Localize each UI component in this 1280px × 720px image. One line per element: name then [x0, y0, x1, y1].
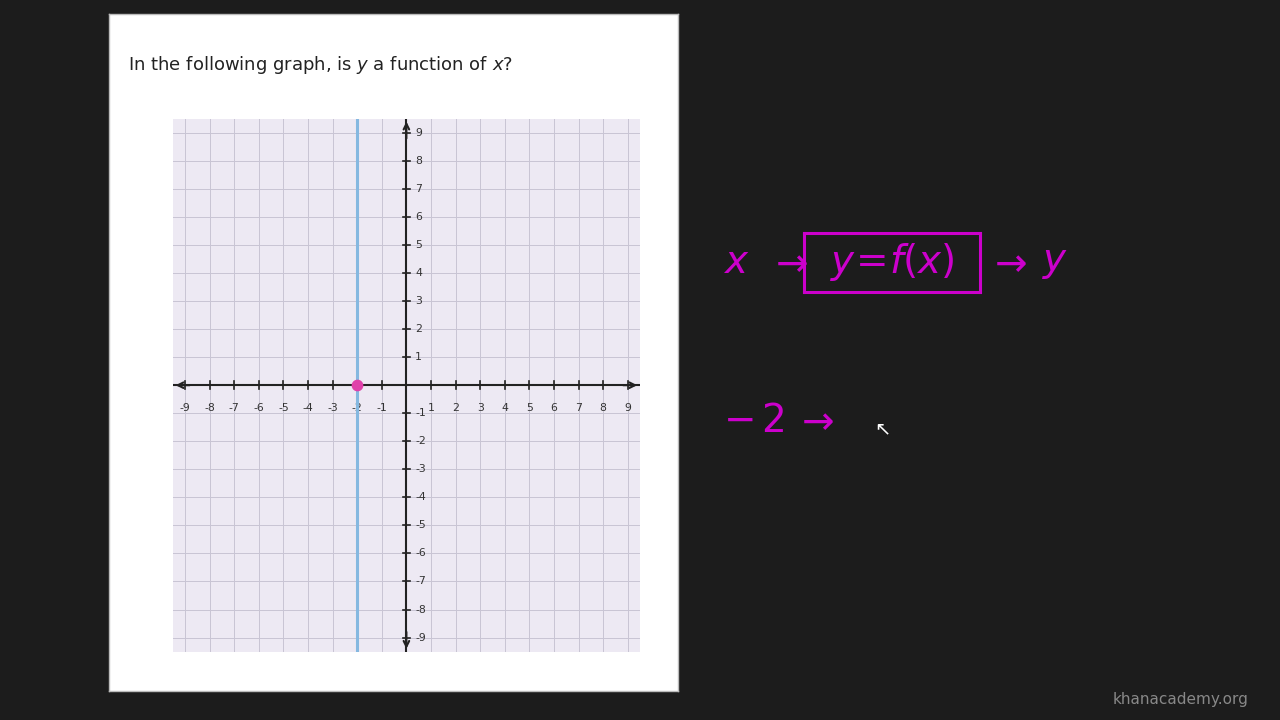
- Text: -4: -4: [302, 403, 314, 413]
- Text: -8: -8: [415, 605, 426, 615]
- Text: 1: 1: [415, 352, 422, 362]
- Text: -7: -7: [229, 403, 239, 413]
- Text: -1: -1: [415, 408, 426, 418]
- Text: $x$: $x$: [723, 244, 750, 282]
- Text: -3: -3: [328, 403, 338, 413]
- Text: 2: 2: [415, 324, 422, 334]
- Text: -1: -1: [376, 403, 387, 413]
- Text: ↖: ↖: [874, 419, 891, 438]
- Text: -4: -4: [415, 492, 426, 503]
- Text: 9: 9: [625, 403, 631, 413]
- Text: 8: 8: [599, 403, 607, 413]
- Text: -3: -3: [415, 464, 426, 474]
- Text: 5: 5: [526, 403, 532, 413]
- Text: -7: -7: [415, 577, 426, 587]
- Text: -6: -6: [415, 549, 426, 559]
- Text: $\rightarrow$: $\rightarrow$: [768, 244, 808, 282]
- Text: -5: -5: [278, 403, 289, 413]
- Text: -6: -6: [253, 403, 264, 413]
- Text: 7: 7: [575, 403, 582, 413]
- Point: [347, 379, 367, 391]
- Text: -9: -9: [179, 403, 191, 413]
- Text: -8: -8: [205, 403, 215, 413]
- Text: -9: -9: [415, 633, 426, 642]
- Text: -5: -5: [415, 521, 426, 531]
- Text: In the following graph, is $y$ a function of $x$?: In the following graph, is $y$ a functio…: [128, 54, 513, 76]
- Text: 2: 2: [452, 403, 460, 413]
- Text: 6: 6: [415, 212, 422, 222]
- Text: $y\!=\!f(x)$: $y\!=\!f(x)$: [829, 241, 955, 283]
- Text: 6: 6: [550, 403, 557, 413]
- Text: -2: -2: [352, 403, 362, 413]
- Text: 1: 1: [428, 403, 434, 413]
- Text: 9: 9: [415, 128, 422, 138]
- Text: 4: 4: [415, 268, 422, 278]
- Text: $\rightarrow$: $\rightarrow$: [987, 244, 1027, 282]
- Text: $-\,2$: $-\,2$: [723, 402, 785, 440]
- Text: 4: 4: [502, 403, 508, 413]
- Text: khanacademy.org: khanacademy.org: [1112, 692, 1248, 707]
- Text: 5: 5: [415, 240, 422, 250]
- Text: $\rightarrow$: $\rightarrow$: [794, 402, 833, 440]
- Text: 3: 3: [415, 296, 422, 306]
- Text: -2: -2: [415, 436, 426, 446]
- Text: 3: 3: [476, 403, 484, 413]
- Text: $y$: $y$: [1042, 244, 1069, 282]
- Text: 8: 8: [415, 156, 422, 166]
- Text: 7: 7: [415, 184, 422, 194]
